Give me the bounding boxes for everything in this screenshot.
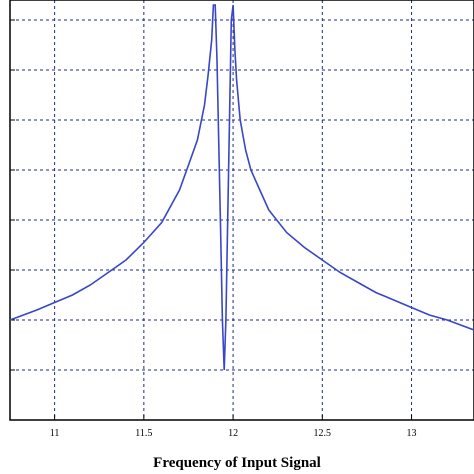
x-tick-label: 12 — [228, 428, 238, 439]
x-tick-label: 13 — [407, 428, 417, 439]
grid-lines — [10, 0, 474, 420]
x-axis-label: Frequency of Input Signal — [153, 455, 321, 471]
series-line — [9, 4, 474, 371]
x-tick-label: 11.5 — [135, 428, 152, 439]
x-tick-label: 11 — [50, 428, 60, 439]
x-tick-label: 12.5 — [314, 428, 332, 439]
plot-area-border — [9, 0, 474, 421]
